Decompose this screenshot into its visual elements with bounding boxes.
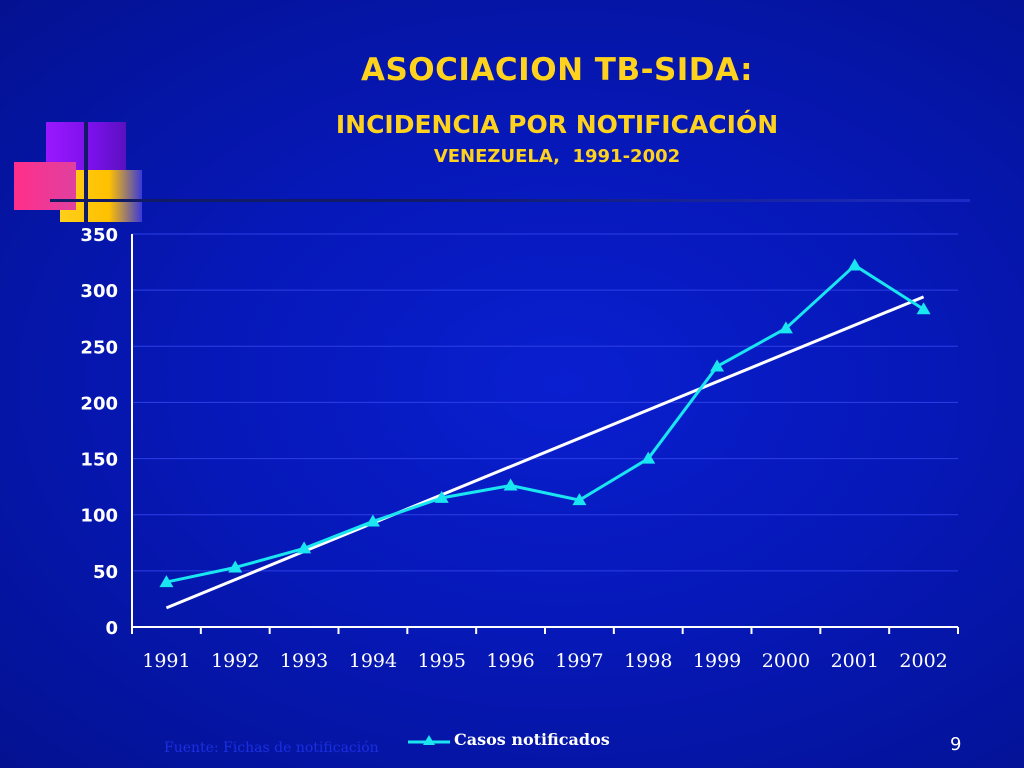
y-tick-label-0: 0 [105,618,118,639]
data-point-1998 [641,451,656,464]
data-point-1991 [159,575,174,588]
data-point-2000 [778,321,793,334]
y-tick-label-350: 350 [80,225,118,246]
data-point-1999 [710,359,725,372]
x-tick-label-1995: 1995 [418,650,466,672]
data-point-1995 [434,490,449,503]
y-tick-label-300: 300 [80,281,118,302]
y-tick-label-150: 150 [80,450,118,471]
data-point-2002 [916,302,931,315]
decor-square-pink [14,162,76,210]
x-tick-label-2002: 2002 [899,650,947,672]
y-tick-label-250: 250 [80,337,118,358]
data-point-1994 [365,514,380,527]
x-tick-label-1993: 1993 [280,650,328,672]
x-tick-label-1994: 1994 [349,650,397,672]
series-line-0 [166,263,925,584]
x-tick-label-1998: 1998 [624,650,672,672]
chart-legend: Casos notificados [408,730,610,749]
y-tick-label-100: 100 [80,506,118,527]
data-point-2001 [847,258,862,271]
line-chart: 0 50 100 150 200 250 300 350 1991 1992 1993 1994 199… [80,225,958,672]
x-tick-label-1992: 1992 [211,650,259,672]
data-point-1997 [572,493,587,506]
chart-subtitle: INCIDENCIA POR NOTIFICACIÓN [335,110,779,139]
decor-horizontal-line [50,199,970,202]
source-footnote: Fuente: Fichas de notificación [164,740,379,756]
decor-vertical-line [84,122,88,222]
data-point-1992 [228,560,243,573]
data-point-1996 [503,478,518,491]
data-point-1993 [297,541,312,554]
slide-title: ASOCIACION TB-SIDA: [360,52,754,88]
x-tick-label-2001: 2001 [831,650,879,672]
legend-line-triangle-icon [408,734,450,745]
page-number: 9 [950,734,962,755]
legend-label: Casos notificados [454,730,610,749]
x-tick-label-1991: 1991 [142,650,190,672]
trendline [165,295,925,610]
y-tick-label-200: 200 [80,393,118,414]
x-tick-label-1997: 1997 [555,650,603,672]
x-tick-label-2000: 2000 [762,650,810,672]
x-tick-label-1996: 1996 [486,650,534,672]
chart-subtitle-location: VENEZUELA, 1991-2002 [433,146,681,167]
x-tick-label-1999: 1999 [693,650,741,672]
y-tick-label-50: 50 [93,562,118,583]
